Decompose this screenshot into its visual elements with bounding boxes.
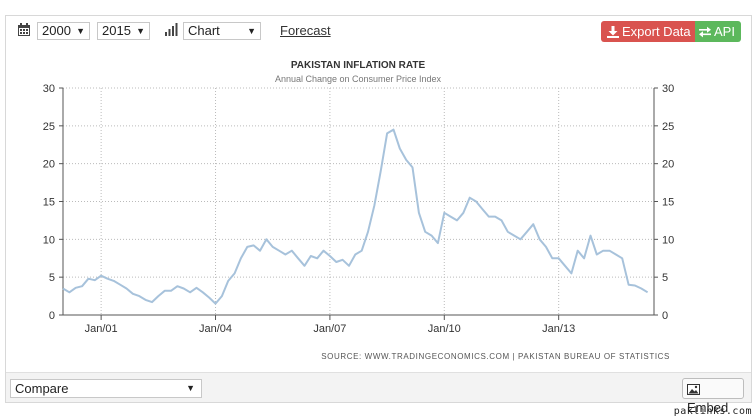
end-year-select[interactable]: 2015 ▼: [97, 22, 150, 40]
inflation-series-line: [62, 128, 649, 305]
chevron-down-icon: ▼: [76, 26, 85, 36]
image-icon: [687, 384, 700, 395]
chevron-down-icon: ▼: [247, 26, 256, 36]
chevron-down-icon: ▼: [136, 26, 145, 36]
y-tick-label-right: 30: [662, 83, 674, 95]
download-icon: [607, 26, 619, 38]
y-tick-label-right: 10: [662, 234, 674, 246]
chart-subtitle: Annual Change on Consumer Price Index: [275, 74, 442, 84]
x-tick-label: Jan/10: [428, 323, 461, 335]
y-tick-label-right: 15: [662, 197, 674, 209]
embed-label: Embed: [687, 400, 729, 415]
chart-area: PAKISTAN INFLATION RATE Annual Change on…: [6, 46, 751, 370]
y-tick-label-left: 25: [43, 121, 55, 133]
x-tick-label: Jan/13: [542, 323, 575, 335]
x-tick-label: Jan/01: [85, 323, 118, 335]
chart-widget-frame: [5, 15, 752, 403]
y-tick-label-left: 5: [49, 272, 55, 284]
y-tick-label-left: 30: [43, 83, 55, 95]
export-data-label: Export Data: [622, 24, 691, 39]
chart-bottom-bar: Compare ▼ Embed: [6, 372, 751, 415]
forecast-link[interactable]: Forecast: [280, 23, 331, 38]
y-tick-label-left: 20: [43, 159, 55, 171]
y-tick-label-right: 5: [662, 272, 668, 284]
y-tick-label-left: 15: [43, 197, 55, 209]
y-tick-label-right: 20: [662, 159, 674, 171]
x-tick-label: Jan/04: [199, 323, 232, 335]
compare-select[interactable]: Compare ▼: [10, 379, 202, 398]
chart-title: PAKISTAN INFLATION RATE: [291, 60, 426, 71]
chart-toolbar: 2000 ▼ 2015 ▼ Chart ▼ Forecast Export Da…: [5, 17, 752, 45]
chart-type-select[interactable]: Chart ▼: [183, 22, 261, 40]
embed-button[interactable]: Embed: [682, 378, 744, 415]
x-axis-ticks: Jan/01 Jan/04 Jan/07 Jan/10 Jan/13: [85, 323, 576, 335]
y-tick-label-right: 0: [662, 310, 668, 322]
chart-grid: [63, 87, 654, 315]
export-data-button[interactable]: Export Data: [601, 21, 695, 42]
compare-label: Compare: [15, 381, 69, 396]
chevron-down-icon: ▼: [186, 383, 195, 393]
bar-chart-icon: [165, 23, 178, 36]
x-tick-label: Jan/07: [313, 323, 346, 335]
inflation-line-chart: PAKISTAN INFLATION RATE Annual Change on…: [43, 60, 675, 361]
api-button[interactable]: API: [695, 21, 741, 42]
watermark-text: paklinks.com: [673, 406, 752, 417]
api-label: API: [714, 24, 735, 39]
y-tick-label-right: 25: [662, 121, 674, 133]
chart-axes: [59, 87, 658, 320]
y-tick-label-left: 10: [43, 234, 55, 246]
y-tick-label-left: 0: [49, 310, 55, 322]
end-year-value: 2015: [102, 23, 131, 38]
start-year-value: 2000: [42, 23, 71, 38]
chart-source: SOURCE: WWW.TRADINGECONOMICS.COM | PAKIS…: [321, 352, 670, 361]
calendar-icon[interactable]: [17, 23, 31, 37]
start-year-select[interactable]: 2000 ▼: [37, 22, 90, 40]
y-axis-left-ticks: 0 5 10 15 20 25 30: [43, 83, 55, 322]
exchange-icon: [699, 26, 711, 38]
chart-type-value: Chart: [188, 23, 220, 38]
y-axis-right-ticks: 0 5 10 15 20 25 30: [662, 83, 674, 322]
